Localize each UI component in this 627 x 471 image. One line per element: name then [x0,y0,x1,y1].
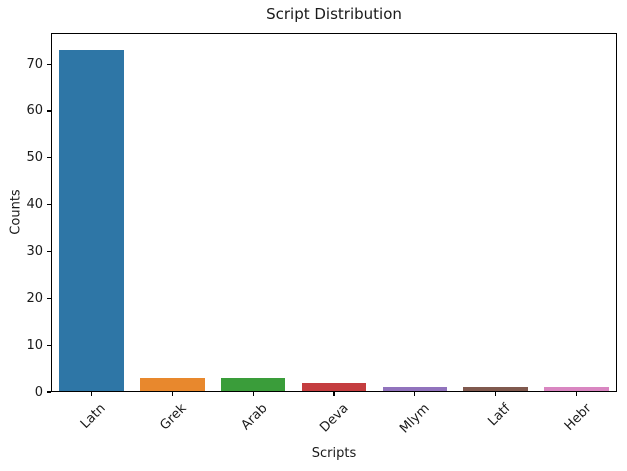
y-tick-label: 30 [26,243,43,259]
bar-mlym [382,387,448,392]
y-tick [47,63,51,65]
x-tick [252,392,254,396]
y-tick [47,157,51,159]
y-tick-label: 40 [26,197,43,213]
y-tick [47,110,51,112]
bar-latn [59,50,124,392]
y-tick-label: 10 [26,337,43,353]
x-tick [495,392,497,396]
x-axis-label: Scripts [311,446,357,461]
bar-deva [301,382,367,392]
chart-title: Script Distribution [266,5,402,23]
y-tick [47,204,51,206]
bar-grek [139,377,205,392]
y-tick-label: 0 [34,384,43,400]
y-tick [47,391,51,393]
y-tick [47,344,51,346]
y-tick-label: 60 [26,103,43,119]
y-tick-label: 70 [26,56,43,72]
x-tick [333,392,335,396]
plot-area-frame [51,33,617,392]
y-tick [47,250,51,253]
x-tick [90,392,93,396]
y-tick [47,297,51,299]
bar-hebr [544,387,609,392]
x-tick [414,392,416,396]
bar-latf [463,387,529,392]
x-tick [575,392,578,396]
bar-arab [220,377,286,392]
y-tick-label: 50 [26,150,43,166]
x-tick [171,392,173,396]
y-tick-label: 20 [26,290,43,306]
